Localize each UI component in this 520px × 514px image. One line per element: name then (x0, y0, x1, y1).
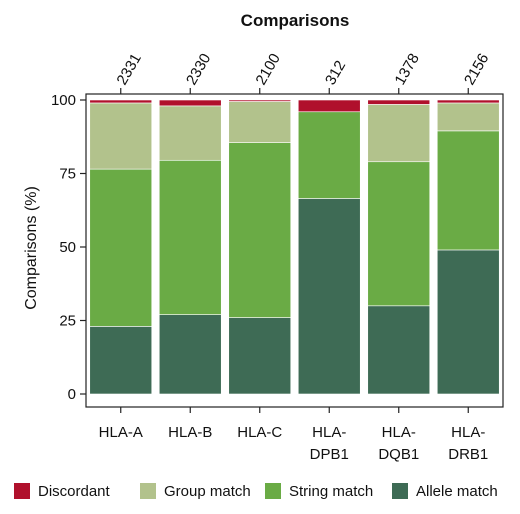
y-tick-label: 75 (59, 166, 76, 183)
comparison-count-label: 2330 (183, 51, 214, 88)
bar-segment-allele-match (228, 317, 292, 395)
legend-swatch-group-match (140, 483, 156, 499)
bar-segment-string-match (228, 142, 292, 318)
plot-frame (85, 93, 504, 408)
legend-item-group-match: Group match (140, 480, 251, 502)
bar-segment-discordant (158, 99, 222, 107)
y-tick-label: 100 (51, 92, 76, 109)
x-tick-label: HLA- (451, 424, 485, 441)
comparison-count-label: 2331 (113, 51, 144, 88)
legend-label-discordant: Discordant (38, 482, 110, 500)
y-tick-label: 25 (59, 313, 76, 330)
legend-label-allele-match: Allele match (416, 482, 498, 500)
x-tick-label: HLA-C (237, 424, 282, 441)
bar-segment-allele-match (89, 326, 153, 395)
y-tick-label: 0 (68, 386, 76, 403)
comparison-count-label: 2100 (252, 51, 283, 88)
x-tick-label: DPB1 (310, 446, 349, 463)
legend-label-group-match: Group match (164, 482, 251, 500)
comparison-count-label: 312 (322, 58, 349, 88)
comparison-count-label: 1378 (391, 51, 422, 88)
bar-segment-group-match (228, 101, 292, 143)
bar-segment-group-match (89, 102, 153, 170)
legend-item-string-match: String match (265, 480, 373, 502)
legend-swatch-string-match (265, 483, 281, 499)
bar-segment-string-match (158, 159, 222, 315)
legend-item-allele-match: Allele match (392, 480, 498, 502)
x-tick-label: DRB1 (448, 446, 488, 463)
legend-swatch-allele-match (392, 483, 408, 499)
y-axis-label: Comparisons (%) (23, 186, 40, 310)
legend-swatch-discordant (14, 483, 30, 499)
bar-segment-discordant (228, 99, 292, 102)
bar-segment-group-match (367, 104, 431, 163)
bar-segment-discordant (367, 99, 431, 105)
bar-segment-allele-match (158, 314, 222, 395)
legend-item-discordant: Discordant (14, 480, 110, 502)
bar-segment-allele-match (436, 249, 500, 395)
bar-segment-group-match (436, 102, 500, 132)
x-tick-label: HLA-A (99, 424, 143, 441)
bar-segment-discordant (297, 99, 361, 113)
top-axis-title: Comparisons (241, 11, 350, 30)
y-tick-label: 50 (59, 239, 76, 256)
legend-label-string-match: String match (289, 482, 374, 500)
bar-segment-allele-match (367, 305, 431, 395)
x-tick-label: HLA-B (168, 424, 212, 441)
x-tick-label: DQB1 (378, 446, 419, 463)
x-tick-label: HLA- (382, 424, 416, 441)
bar-segment-discordant (89, 99, 153, 104)
plot-area: 0 25 50 75 100 HLA-A 2331 HLA-B 2330 HLA-C 2100 HLA… (51, 51, 504, 463)
bar-segment-string-match (367, 161, 431, 307)
bar-segment-string-match (436, 130, 500, 251)
bar-segment-group-match (158, 105, 222, 161)
comparison-count-label: 2156 (461, 51, 492, 88)
bar-segment-string-match (297, 111, 361, 199)
bar-segment-allele-match (297, 198, 361, 395)
bar-segment-string-match (89, 168, 153, 327)
bar-segment-discordant (436, 99, 500, 104)
legend: Discordant Group match String match Alle… (0, 476, 520, 506)
x-tick-label: HLA- (312, 424, 346, 441)
